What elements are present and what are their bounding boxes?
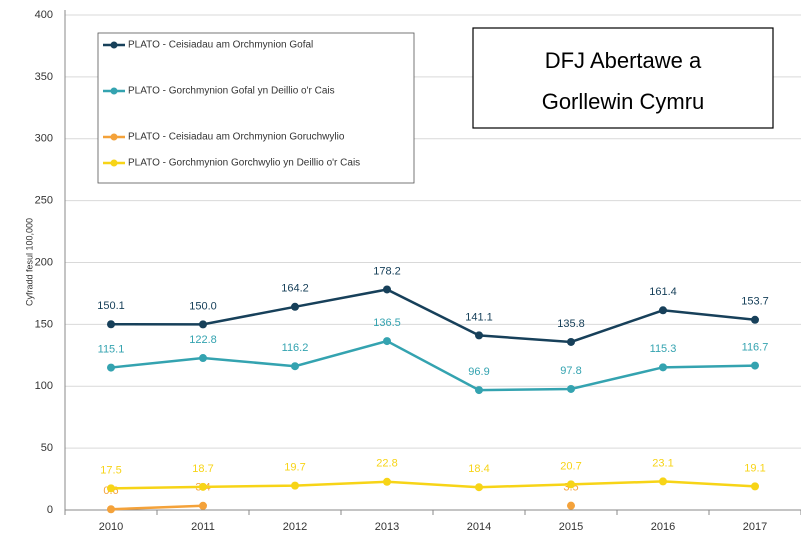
series-line — [110, 288, 756, 344]
marker — [291, 302, 299, 311]
marker — [659, 477, 667, 486]
data-label: 141.1 — [465, 311, 493, 323]
data-label: 18.4 — [468, 463, 489, 475]
data-label: 19.1 — [744, 462, 765, 474]
marker — [199, 354, 207, 363]
marker — [199, 320, 207, 329]
data-label: 116.7 — [742, 341, 769, 353]
annotation-box — [472, 27, 774, 129]
marker — [291, 362, 299, 371]
series-line — [110, 504, 204, 511]
y-axis-label: Cyfradd fesul 100,000 — [24, 218, 34, 306]
data-label: 115.3 — [650, 343, 677, 355]
x-tick-label: 2013 — [375, 521, 399, 533]
marker — [199, 482, 207, 491]
y-tick-label: 0 — [47, 504, 53, 516]
marker — [751, 361, 759, 370]
y-tick-label: 400 — [35, 9, 53, 21]
data-label: 19.7 — [284, 462, 305, 474]
marker — [475, 386, 483, 395]
marker — [659, 363, 667, 372]
legend-label: PLATO - Ceisiadau am Orchmynion Goruchwy… — [128, 132, 345, 143]
data-label: 116.2 — [282, 342, 309, 354]
annotation: DFJ Abertawe a — [545, 48, 702, 73]
x-tick-label: 2010 — [99, 521, 123, 533]
marker — [199, 501, 207, 510]
marker — [291, 481, 299, 490]
data-label: 164.2 — [281, 283, 309, 295]
marker — [383, 337, 391, 346]
marker — [383, 477, 391, 486]
legend-marker — [110, 41, 118, 49]
data-label: 136.5 — [373, 317, 401, 329]
x-tick-label: 2016 — [651, 521, 675, 533]
marker — [107, 484, 115, 493]
data-label: 22.8 — [376, 458, 397, 470]
series-line — [110, 480, 756, 490]
legend-label: PLATO - Gorchmynion Gorchwylio yn Deilli… — [128, 158, 360, 169]
marker — [383, 285, 391, 294]
legend-marker — [110, 159, 118, 167]
marker — [107, 320, 115, 329]
y-tick-label: 150 — [35, 318, 53, 330]
y-tick-label: 50 — [41, 442, 53, 454]
data-label: 115.1 — [98, 343, 125, 355]
data-label: 150.1 — [97, 300, 125, 312]
x-tick-label: 2015 — [559, 521, 583, 533]
marker — [751, 315, 759, 324]
marker — [659, 306, 667, 315]
data-label: 150.0 — [189, 300, 217, 312]
data-label: 161.4 — [649, 286, 677, 298]
marker — [475, 483, 483, 492]
data-label: 153.7 — [741, 296, 769, 308]
data-label: 96.9 — [468, 366, 489, 378]
marker — [475, 331, 483, 340]
marker — [567, 384, 575, 393]
y-tick-label: 200 — [35, 256, 53, 268]
x-tick-label: 2017 — [743, 521, 767, 533]
annotation: Gorllewin Cymru — [542, 89, 705, 114]
series-line — [110, 339, 756, 392]
data-label: 122.8 — [189, 334, 217, 346]
legend-label: PLATO - Ceisiadau am Orchmynion Gofal — [128, 40, 313, 51]
legend-label: PLATO - Gorchmynion Gofal yn Deillio o'r… — [128, 86, 335, 97]
legend-marker — [110, 87, 118, 95]
marker — [567, 501, 575, 510]
marker — [567, 337, 575, 346]
data-label: 97.8 — [560, 365, 581, 377]
y-tick-label: 350 — [35, 71, 53, 83]
y-tick-label: 300 — [35, 133, 53, 145]
data-label: 17.5 — [100, 464, 121, 476]
data-label: 135.8 — [557, 318, 585, 330]
y-tick-label: 100 — [35, 380, 53, 392]
marker — [567, 480, 575, 489]
legend-marker — [110, 133, 118, 141]
marker — [107, 363, 115, 372]
x-tick-label: 2011 — [191, 521, 215, 533]
y-tick-label: 250 — [35, 195, 53, 207]
marker — [751, 482, 759, 491]
marker — [107, 505, 115, 514]
data-label: 18.7 — [192, 463, 213, 475]
x-tick-label: 2012 — [283, 521, 307, 533]
data-label: 23.1 — [652, 457, 673, 469]
legend-box — [97, 32, 415, 184]
x-tick-label: 2014 — [467, 521, 491, 533]
data-label: 178.2 — [373, 265, 401, 277]
data-label: 20.7 — [560, 460, 581, 472]
